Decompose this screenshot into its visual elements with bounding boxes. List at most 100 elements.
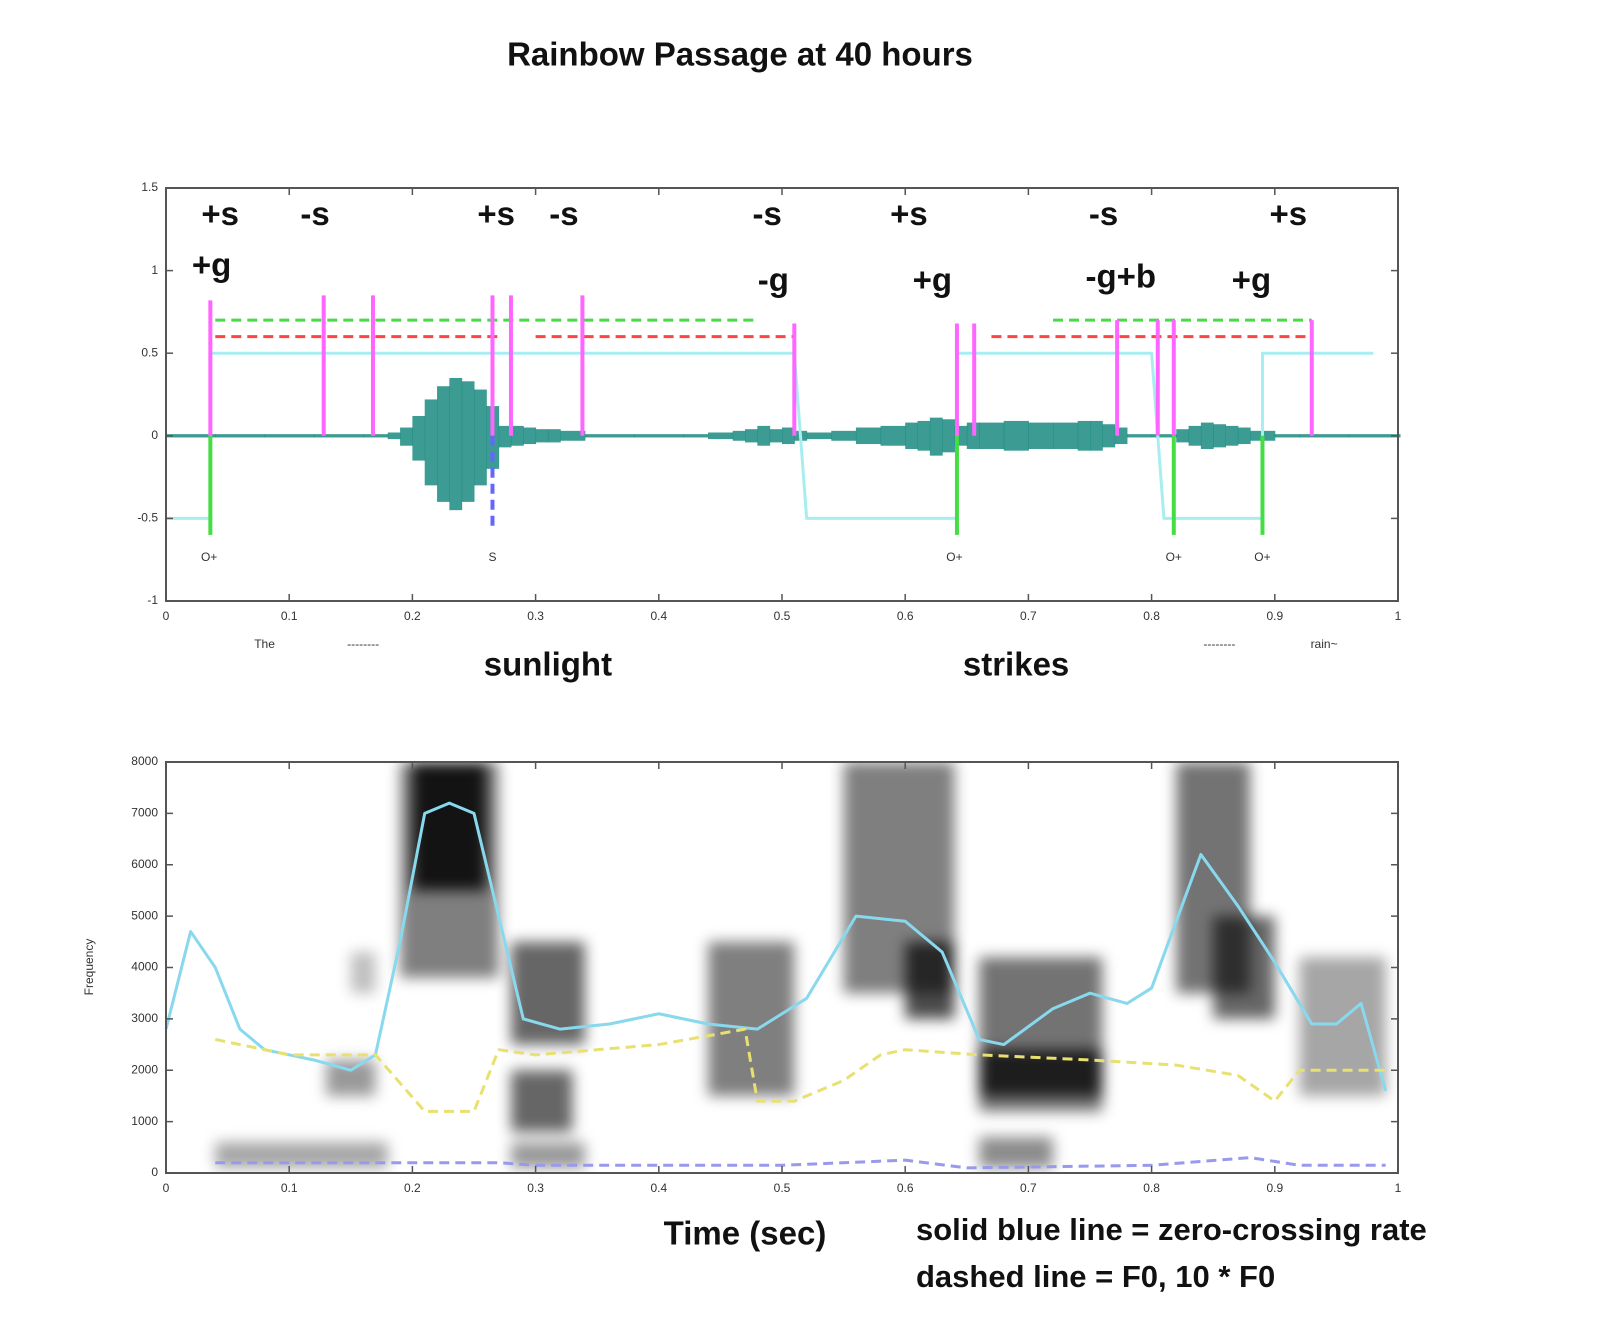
x-axis-label: Time (sec)	[664, 1215, 827, 1252]
y-tick-label: -1	[147, 593, 158, 607]
x-tick-label: 0.2	[404, 1181, 421, 1195]
x-tick-label: 0.8	[1143, 1181, 1160, 1195]
event-label: +g	[913, 261, 952, 298]
x-tick-label: 0.1	[281, 1181, 298, 1195]
waveform-envelope	[1003, 420, 1029, 451]
x-tick-label: 0.4	[650, 1181, 667, 1195]
waveform-envelope	[400, 427, 413, 446]
waveform-envelope	[1213, 424, 1227, 448]
spectral-energy	[979, 1049, 1103, 1096]
y-tick-label: 4000	[131, 960, 158, 974]
waveform-envelope	[437, 386, 450, 502]
waveform-envelope	[732, 430, 746, 441]
minor-word: The	[254, 637, 275, 651]
waveform-envelope	[449, 377, 463, 511]
event-label: -s	[300, 195, 329, 232]
event-label: +g	[192, 246, 231, 283]
x-tick-label: 0.9	[1266, 1181, 1283, 1195]
y-tick-label: 6000	[131, 857, 158, 871]
x-tick-label: 0	[163, 1181, 170, 1195]
waveform-envelope	[1225, 425, 1239, 446]
x-tick-label: 0.5	[774, 609, 791, 623]
waveform-envelope	[683, 434, 709, 438]
y-tick-label: 5000	[131, 908, 158, 922]
waveform-envelope	[708, 432, 734, 440]
x-tick-label: 0.2	[404, 609, 421, 623]
waveform-envelope	[917, 420, 931, 451]
spectral-energy	[350, 952, 376, 994]
waveform-envelope	[1188, 425, 1202, 446]
waveform-envelope	[461, 381, 475, 502]
x-tick-label: 0.4	[650, 609, 667, 623]
waveform-envelope	[1398, 434, 1401, 438]
waveform-envelope	[547, 429, 561, 443]
waveform-envelope	[1237, 427, 1251, 445]
waveform-envelope	[510, 425, 524, 446]
x-tick-label: 0.1	[281, 609, 298, 623]
event-code: O+	[201, 550, 217, 564]
waveform-envelope	[1053, 422, 1079, 450]
minor-word: --------	[1203, 637, 1235, 651]
waveform-envelope	[215, 434, 266, 438]
note: dashed line = F0, 10 * F0	[916, 1259, 1275, 1294]
waveform-envelope	[412, 415, 426, 461]
y-tick-label: 8000	[131, 754, 158, 768]
waveform-envelope	[634, 434, 684, 438]
chart-title: Rainbow Passage at 40 hours	[507, 36, 973, 73]
waveform-envelope	[1102, 424, 1116, 448]
waveform-envelope	[905, 422, 919, 450]
series-line	[164, 801, 1388, 1092]
waveform-envelope	[166, 434, 216, 438]
waveform-envelope	[535, 429, 549, 443]
x-tick-label: 0.3	[527, 609, 544, 623]
waveform-envelope	[966, 422, 980, 450]
y-tick-label: 0	[151, 1165, 158, 1179]
y-tick-label: 7000	[131, 806, 158, 820]
spectral-energy	[905, 941, 955, 1019]
waveform-envelope	[1299, 434, 1350, 438]
plot-frame	[165, 187, 1399, 602]
event-code: O+	[1254, 550, 1270, 564]
x-tick-label: 1	[1395, 609, 1402, 623]
x-tick-label: 0.3	[527, 1181, 544, 1195]
x-tick-label: 0	[163, 609, 170, 623]
waveform-envelope	[498, 425, 512, 448]
event-label: +s	[1270, 195, 1308, 232]
event-code: O+	[946, 550, 962, 564]
word-label: sunlight	[484, 646, 612, 683]
y-tick-label: 0.5	[141, 345, 158, 359]
event-code: O+	[1166, 550, 1182, 564]
event-label: -g	[758, 261, 789, 298]
word-label: strikes	[963, 646, 1069, 683]
waveform-envelope	[1274, 434, 1300, 438]
minor-word: --------	[347, 637, 379, 651]
event-label: -g+b	[1086, 258, 1157, 295]
spectral-energy	[510, 1070, 573, 1132]
waveform-envelope	[745, 429, 758, 443]
event-label: +g	[1232, 261, 1271, 298]
waveform-envelope	[523, 427, 537, 445]
series-line	[214, 1027, 1386, 1113]
waveform-envelope	[560, 430, 586, 441]
waveform-envelope	[757, 425, 771, 446]
x-tick-label: 0.7	[1020, 609, 1037, 623]
waveform-envelope	[1028, 422, 1054, 450]
spectral-energy	[979, 1137, 1054, 1168]
event-label: -s	[549, 195, 578, 232]
waveform-envelope	[1126, 434, 1153, 438]
waveform-envelope	[264, 434, 315, 438]
waveform-envelope	[880, 425, 906, 446]
y-tick-label: 2000	[131, 1062, 158, 1076]
event-label: +s	[890, 195, 928, 232]
waveform-envelope	[1151, 434, 1177, 438]
note: solid blue line = zero-crossing rate	[916, 1212, 1427, 1247]
spectrogram	[215, 762, 1386, 1168]
event-label: -s	[1089, 195, 1118, 232]
y-tick-label: 1.5	[141, 180, 158, 194]
x-tick-label: 0.5	[774, 1181, 791, 1195]
spectral-energy	[1213, 916, 1275, 1019]
minor-word: rain~	[1311, 637, 1338, 651]
x-tick-label: 0.6	[897, 609, 914, 623]
waveform-envelope	[474, 389, 487, 486]
